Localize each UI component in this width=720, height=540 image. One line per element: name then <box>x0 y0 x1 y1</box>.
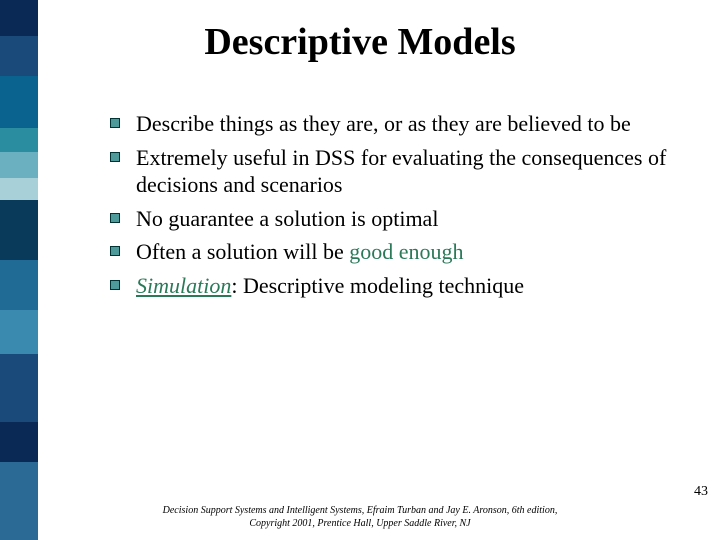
slide-title: Descriptive Models <box>0 20 720 64</box>
highlight-underline-text: Simulation <box>136 273 231 298</box>
bullet-text: Simulation: Descriptive modeling techniq… <box>136 272 524 300</box>
bullet-marker <box>110 213 120 223</box>
bullet-text: No guarantee a solution is optimal <box>136 205 438 233</box>
sidebar-block <box>0 422 38 462</box>
sidebar-block <box>0 354 38 422</box>
list-item: Describe things as they are, or as they … <box>110 110 670 138</box>
sidebar-block <box>0 152 38 178</box>
bullet-text: Describe things as they are, or as they … <box>136 110 631 138</box>
sidebar-block <box>0 260 38 310</box>
decorative-sidebar <box>0 0 38 540</box>
sidebar-block <box>0 178 38 200</box>
sidebar-block <box>0 200 38 260</box>
sidebar-block <box>0 310 38 354</box>
list-item: Often a solution will be good enough <box>110 238 670 266</box>
list-item: No guarantee a solution is optimal <box>110 205 670 233</box>
bullet-marker <box>110 246 120 256</box>
bullet-list: Describe things as they are, or as they … <box>110 110 670 305</box>
bullet-marker <box>110 118 120 128</box>
footer-citation: Decision Support Systems and Intelligent… <box>0 504 720 530</box>
bullet-text: Often a solution will be good enough <box>136 238 464 266</box>
list-item: Extremely useful in DSS for evaluating t… <box>110 144 670 199</box>
bullet-marker <box>110 152 120 162</box>
sidebar-block <box>0 76 38 128</box>
bullet-marker <box>110 280 120 290</box>
sidebar-block <box>0 128 38 152</box>
list-item: Simulation: Descriptive modeling techniq… <box>110 272 670 300</box>
bullet-text: Extremely useful in DSS for evaluating t… <box>136 144 670 199</box>
highlight-text: good enough <box>349 239 463 264</box>
page-number: 43 <box>694 484 708 500</box>
